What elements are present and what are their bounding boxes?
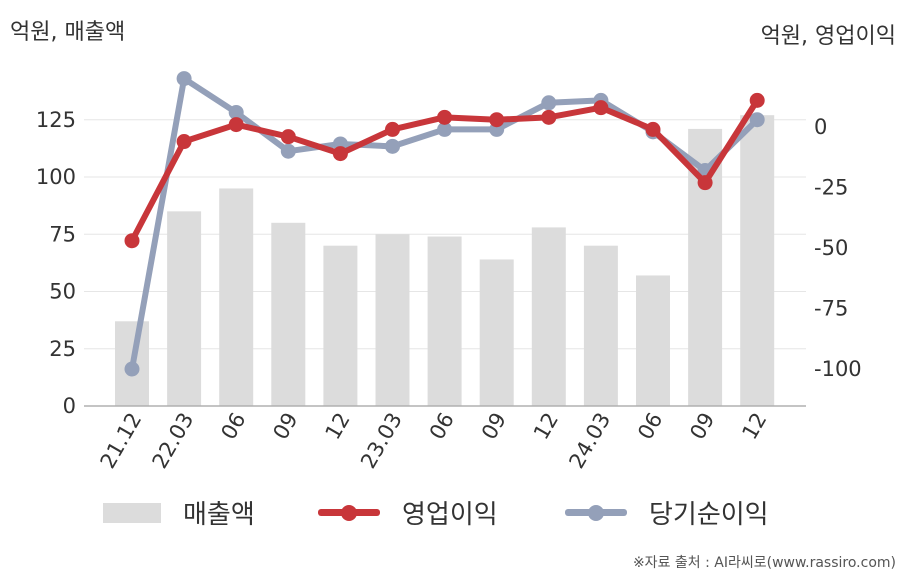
- legend-item-operating-profit: 영업이익: [318, 494, 498, 531]
- right-y-tick-label: -100: [814, 357, 862, 381]
- left-y-tick-label: 25: [49, 337, 76, 361]
- left-y-tick-label: 0: [63, 394, 76, 418]
- revenue-bar: [636, 275, 670, 406]
- operating-profit-point: [541, 109, 557, 125]
- x-tick-label: 06: [425, 409, 459, 444]
- legend-item-net-profit: 당기순이익: [565, 494, 769, 531]
- legend-net-label: 당기순이익: [649, 500, 769, 530]
- x-tick-label: 12: [737, 409, 771, 444]
- x-tick-label: 21.12: [95, 409, 146, 473]
- revenue-bar: [219, 188, 254, 406]
- operating-profit-point: [437, 109, 453, 125]
- source-note: ※자료 출처 : AI라씨로(www.rassiro.com): [632, 555, 896, 571]
- net-profit-point: [176, 71, 192, 87]
- revenue-bar: [479, 259, 514, 406]
- right-y-tick-label: -50: [814, 236, 848, 260]
- revenue-bar: [427, 236, 462, 406]
- x-tick-label: 24.03: [564, 409, 615, 473]
- operating-profit-point: [228, 117, 244, 133]
- legend-revenue-label: 매출액: [183, 500, 255, 530]
- chart-area: 0 25 50 75 100 125 0 -25 -50 -75 -100 21.12 22.03 06 0…: [36, 71, 862, 473]
- left-y-tick-label: 125: [36, 108, 76, 132]
- profit-lines: [124, 71, 765, 377]
- x-tick-label: 09: [477, 409, 511, 444]
- left-y-tick-label: 50: [49, 280, 76, 304]
- right-y-tick-label: -25: [814, 176, 848, 200]
- operating-profit-point: [124, 233, 140, 249]
- left-y-tick-label: 75: [49, 222, 76, 246]
- right-y-tick-label: -75: [814, 297, 848, 321]
- operating-profit-point: [176, 134, 192, 150]
- right-axis-unit: 억원, 영업이익: [760, 24, 896, 49]
- operating-profit-point: [489, 112, 505, 128]
- x-tick-label: 23.03: [356, 409, 407, 473]
- revenue-bar: [583, 245, 618, 406]
- revenue-bar: [740, 115, 775, 407]
- operating-profit-point: [749, 92, 765, 108]
- operating-profit-point: [593, 100, 609, 116]
- revenue-bar: [271, 222, 306, 406]
- net-profit-point: [280, 143, 296, 159]
- operating-profit-point: [385, 121, 400, 137]
- revenue-bar: [531, 227, 566, 406]
- operating-profit-point: [645, 121, 661, 137]
- left-y-tick-label: 100: [36, 165, 76, 189]
- x-tick-label: 22.03: [148, 409, 199, 473]
- left-axis-unit: 억원, 매출액: [10, 20, 126, 45]
- right-y-tick-label: 0: [814, 115, 827, 139]
- revenue-bar: [167, 211, 202, 406]
- legend-bar-swatch: [103, 502, 161, 523]
- operating-profit-point: [280, 129, 296, 145]
- net-profit-point: [124, 361, 140, 377]
- legend-op-label: 영업이익: [402, 500, 498, 530]
- x-tick-label: 12: [529, 409, 563, 444]
- legend-net-swatch: [565, 501, 627, 525]
- operating-profit-point: [332, 146, 348, 162]
- revenue-bar: [323, 245, 358, 406]
- net-profit-point: [385, 138, 400, 154]
- net-profit-point: [437, 121, 453, 137]
- x-tick-label: 06: [216, 409, 250, 444]
- legend-op-swatch: [318, 501, 380, 525]
- net-profit-point: [749, 112, 765, 128]
- net-profit-point: [541, 95, 557, 111]
- x-tick-label: 12: [321, 409, 355, 444]
- revenue-bar: [375, 234, 410, 406]
- x-tick-label: 06: [633, 409, 667, 444]
- legend: 매출액 영업이익 당기순이익: [0, 494, 908, 534]
- revenue-bars: [115, 115, 775, 407]
- x-tick-label: 09: [685, 409, 719, 444]
- x-tick-label: 09: [268, 409, 302, 444]
- legend-item-revenue: 매출액: [103, 494, 255, 531]
- operating-profit-point: [697, 175, 713, 191]
- net-profit-point: [228, 104, 244, 120]
